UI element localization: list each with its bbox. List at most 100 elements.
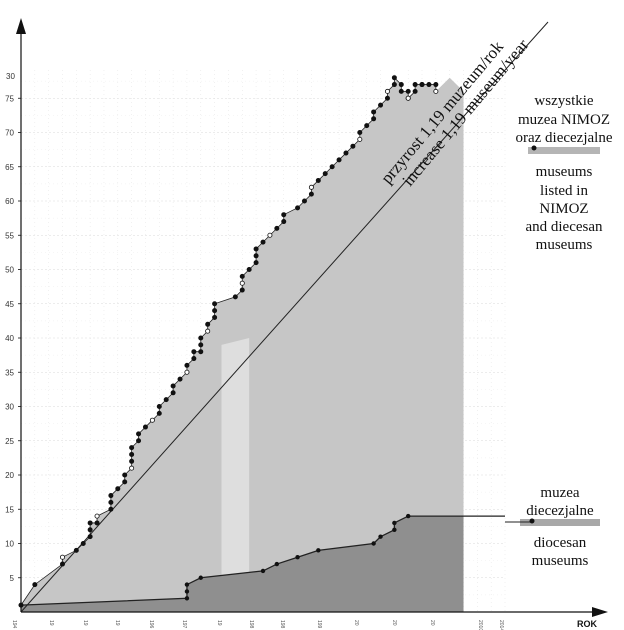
- all-museums-point: [378, 102, 384, 108]
- legend-all-pl-2: muzea NIMOZ: [518, 112, 610, 128]
- x-tick-label: 197: [181, 620, 187, 629]
- y-tick-label: 10: [5, 540, 14, 549]
- all-museums-point: [433, 88, 439, 94]
- legend-dioc-en-2: museums: [532, 553, 589, 569]
- all-museums-point: [384, 88, 390, 94]
- all-museums-point: [108, 499, 114, 505]
- all-museums-point: [357, 136, 363, 142]
- all-museums-point: [357, 129, 363, 135]
- all-museums-point: [73, 547, 79, 553]
- legend-dioc-pl-2: diecezjalne: [526, 503, 594, 519]
- x-axis-arrow: [592, 607, 608, 617]
- all-museums-point: [198, 335, 204, 341]
- all-museums-point: [398, 82, 404, 88]
- diocesan-museums-point: [406, 513, 411, 519]
- y-tick-label: 70: [5, 129, 14, 138]
- diocesan-museums-point: [316, 548, 321, 553]
- x-tick-label: 19: [114, 620, 120, 626]
- all-museums-point: [115, 486, 121, 492]
- all-museums-point: [322, 171, 328, 177]
- y-tick-label: 45: [5, 300, 14, 309]
- data-points: [18, 75, 439, 608]
- diocesan-museums-point: [260, 568, 266, 574]
- y-tick-label: 35: [5, 368, 14, 377]
- x-tick-label: 198: [248, 620, 254, 629]
- x-tick-label: 2010: [477, 620, 483, 630]
- y-tick-label: 25: [5, 437, 14, 446]
- x-tick-labels: 194 19 19 19 196 197 19 198 198 199 20 20 20 2010 2014: [11, 620, 504, 630]
- all-museums-point: [80, 541, 86, 547]
- diocesan-museums-point: [392, 520, 397, 526]
- all-museums-point: [94, 520, 100, 526]
- all-museums-point: [136, 438, 142, 444]
- x-tick-label: 19: [48, 620, 54, 626]
- legend-all-pl-3: oraz diecezjalne: [515, 130, 612, 146]
- all-museums-point: [274, 225, 280, 231]
- all-museums-point: [433, 82, 439, 88]
- x-axis-label: ROK: [577, 619, 598, 629]
- all-museums-point: [87, 520, 93, 526]
- all-museums-point: [350, 143, 356, 149]
- all-museums-point: [184, 362, 190, 368]
- all-museums-point: [343, 150, 349, 156]
- diocesan-museums-area: [21, 516, 464, 612]
- all-museums-point: [405, 95, 411, 101]
- gap-band-area: [221, 338, 250, 612]
- diocesan-museums-point: [184, 589, 190, 594]
- x-tick-label: 194: [11, 620, 17, 629]
- all-museums-point: [371, 116, 377, 122]
- diocesan-museums-line: [20, 515, 505, 606]
- all-museums-point: [253, 260, 259, 266]
- all-museums-point: [301, 198, 307, 204]
- all-museums-point: [129, 451, 135, 457]
- all-museums-point: [232, 294, 238, 300]
- all-museums-point: [129, 465, 135, 471]
- all-museums-point: [163, 397, 169, 403]
- all-museums-point: [177, 376, 183, 382]
- all-museums-point: [32, 582, 38, 588]
- all-museums-point: [281, 219, 287, 225]
- y-tick-labels: 5 10 15 20 25 30 35 40 45 50 55 60 65 70 75: [5, 94, 21, 583]
- all-museums-point: [364, 123, 370, 129]
- diocesan-museums-point: [184, 596, 190, 601]
- diocesan-museums-point: [274, 561, 280, 567]
- all-museums-point: [142, 424, 148, 430]
- all-museums-point: [308, 191, 314, 197]
- all-museums-point: [122, 479, 128, 485]
- all-museums-point: [184, 369, 190, 375]
- all-museums-point: [329, 164, 335, 170]
- diocesan-museums-point: [378, 534, 383, 539]
- all-museums-point: [59, 554, 65, 560]
- all-museums-point: [260, 239, 266, 245]
- all-museums-point: [205, 321, 211, 327]
- x-tick-label: 20: [353, 620, 359, 626]
- x-tick-label: 20: [391, 620, 397, 626]
- x-tick-label: 198: [279, 620, 285, 629]
- all-museums-point: [122, 472, 128, 478]
- all-museums-point: [108, 506, 114, 512]
- all-museums-point: [412, 82, 418, 88]
- y-tick-label: 5: [10, 574, 15, 583]
- all-museums-point: [295, 205, 301, 211]
- all-museums-point: [239, 287, 245, 293]
- all-museums-point: [315, 177, 321, 183]
- legend-diocesan: muzea diecezjalne diocesan museums: [505, 485, 600, 569]
- all-museums-point: [170, 390, 176, 396]
- all-museums-point: [336, 157, 342, 163]
- legend-all-swatch: [528, 147, 600, 154]
- all-museums-point: [253, 246, 259, 252]
- y-tick-label: 60: [5, 197, 14, 206]
- diocesan-museums-point: [371, 541, 376, 546]
- y-tick-label: 65: [5, 163, 14, 172]
- x-tick-label: 20: [429, 620, 435, 626]
- x-tick-label: 196: [148, 620, 154, 629]
- legend-dioc-en-1: diocesan: [534, 535, 587, 551]
- all-museums-point: [384, 95, 390, 101]
- trend-line: [20, 21, 549, 613]
- all-museums-point: [246, 266, 252, 272]
- legend-all-en-3: NIMOZ: [539, 201, 588, 217]
- x-tick-label: 19: [216, 620, 222, 626]
- legend-dioc-marker: [529, 518, 535, 524]
- x-tick-label: 2014: [498, 620, 504, 630]
